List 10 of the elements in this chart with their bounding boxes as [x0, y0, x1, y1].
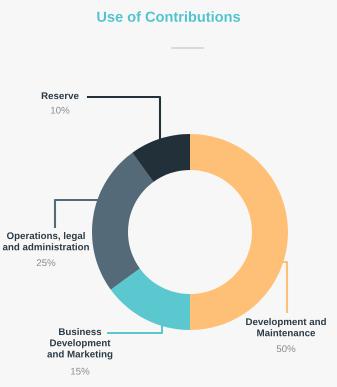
data-label: 50% [276, 345, 296, 352]
data-label: 25% [36, 259, 56, 266]
slice-label: Operations, legal and administration [2, 232, 89, 250]
data-label: 10% [51, 106, 70, 114]
slice-label: Reserve [42, 92, 79, 100]
slice-label: Business Development and Marketing [47, 328, 112, 360]
chart-title: Use of Contributions [97, 11, 240, 22]
donut-slice [110, 268, 190, 330]
slice-label: Development and Maintenance [246, 318, 326, 336]
data-label: 15% [71, 368, 90, 375]
